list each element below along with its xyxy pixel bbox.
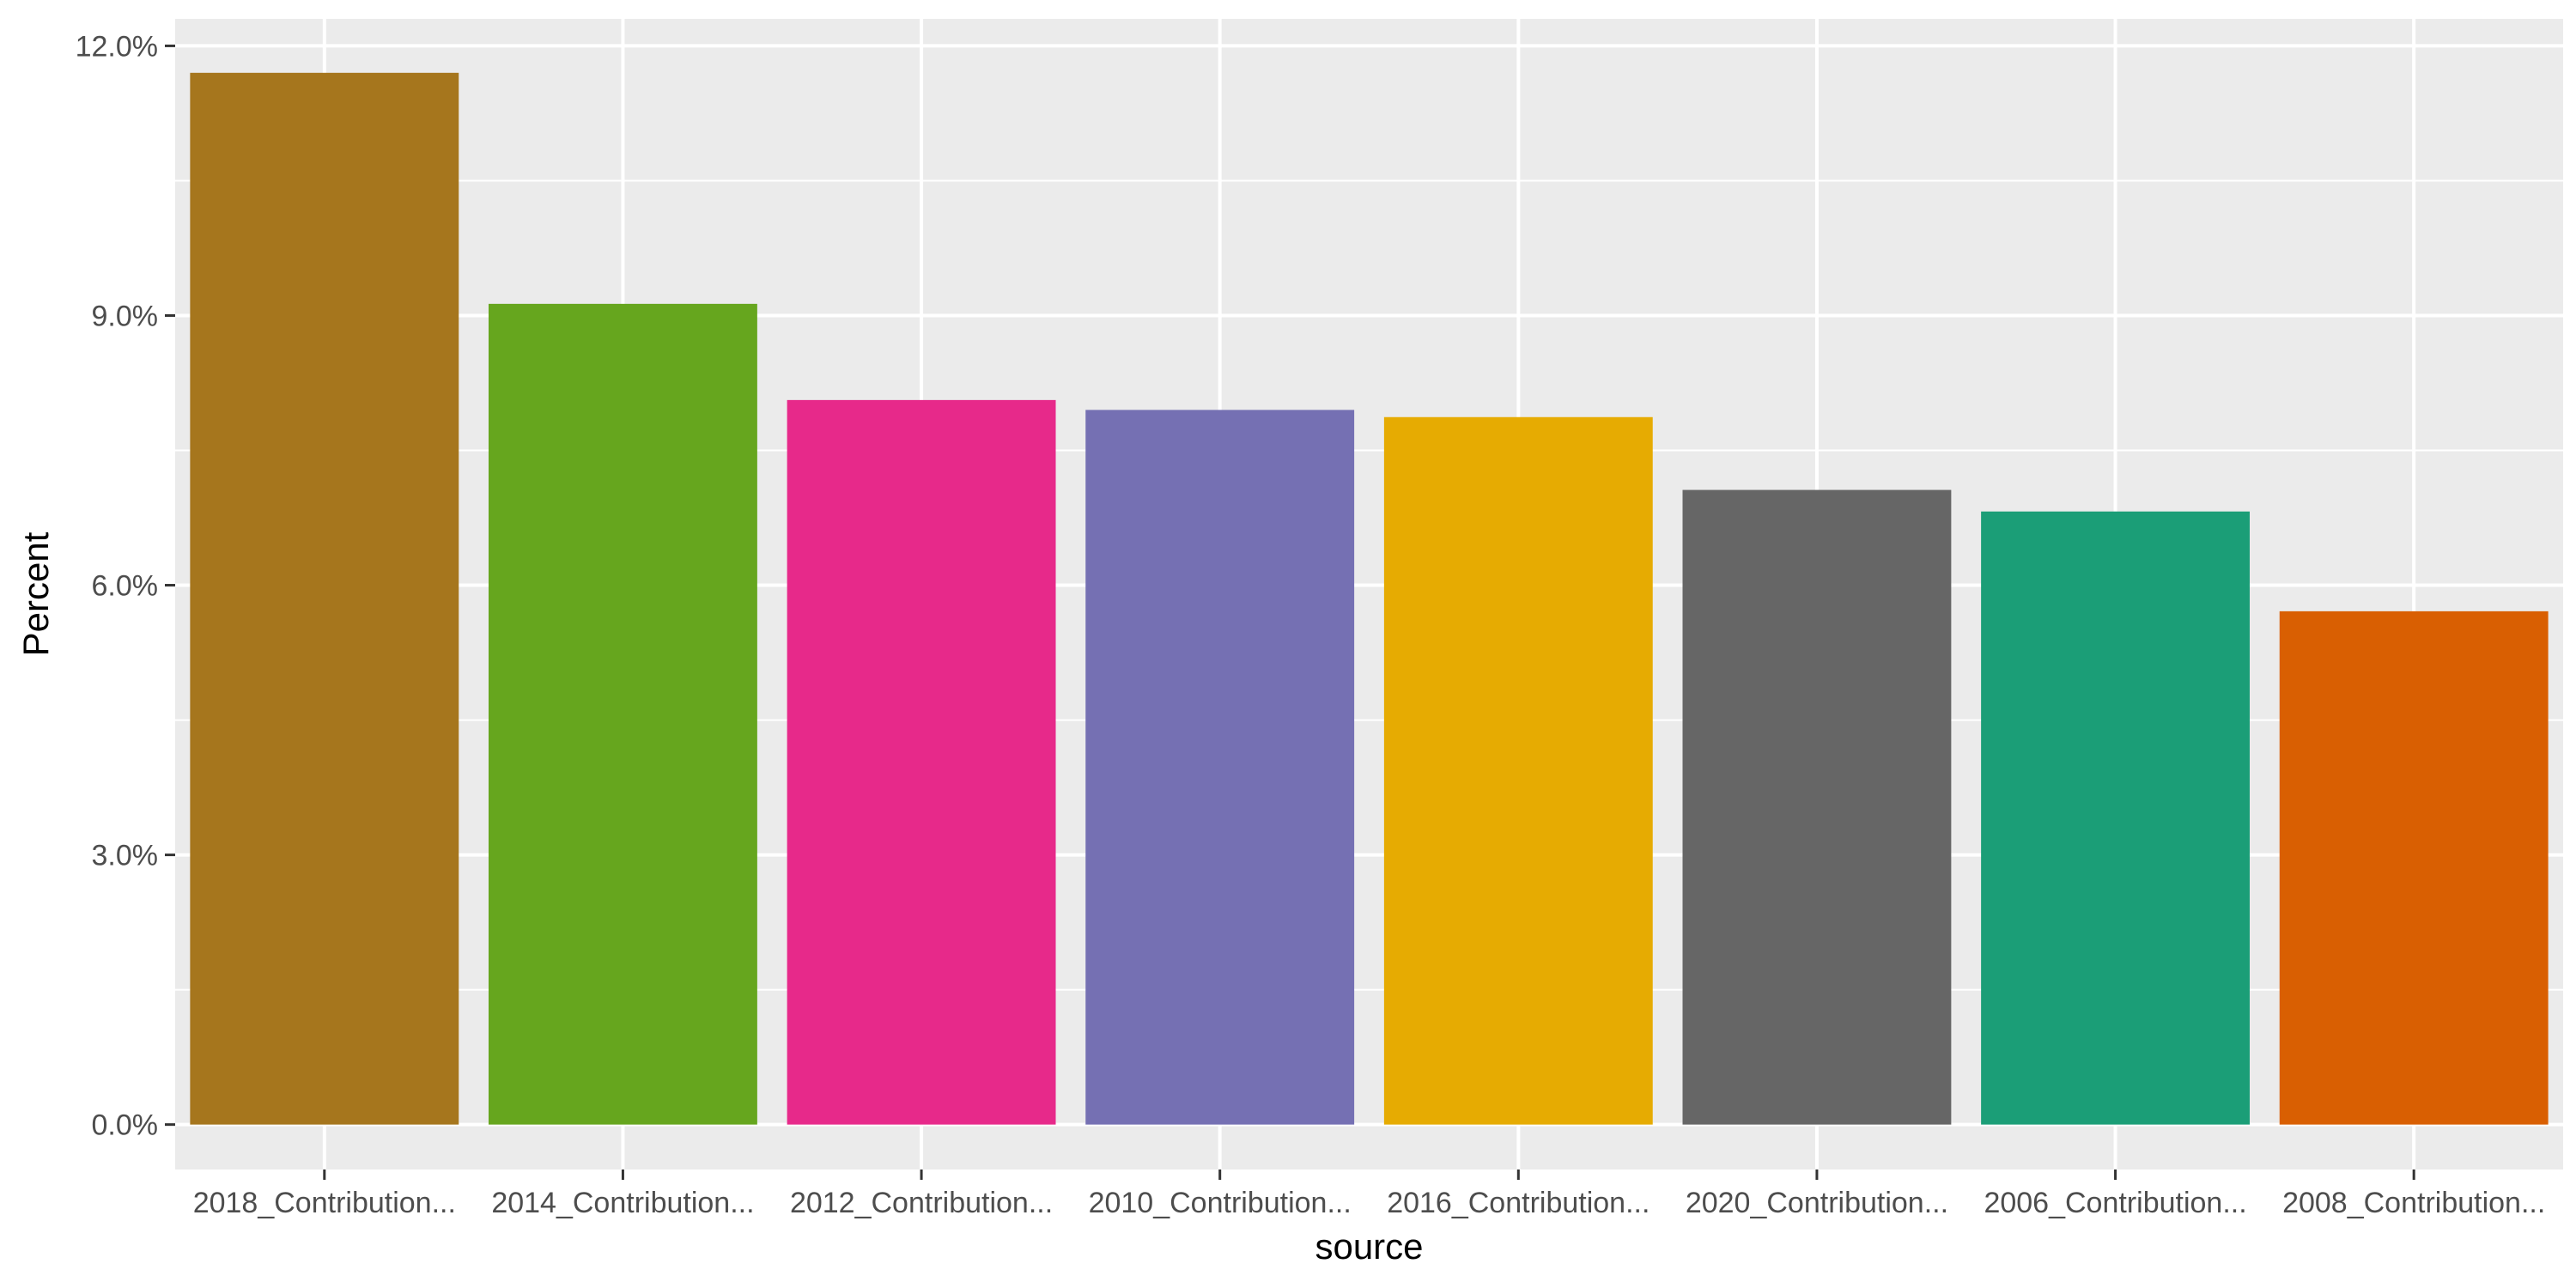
bar-2016 (1383, 416, 1653, 1125)
y-tick-label: 6.0% (92, 570, 159, 603)
bar-2014 (489, 303, 757, 1125)
bar-2010 (1085, 410, 1355, 1125)
y-tick-label: 9.0% (92, 300, 159, 332)
bar-2008 (2279, 611, 2549, 1125)
y-axis-title: Percent (15, 532, 56, 656)
x-tick-label: 2020_Contribution... (1686, 1187, 1948, 1219)
y-tick-label: 3.0% (92, 840, 159, 872)
y-tick-label: 12.0% (76, 30, 158, 63)
bar-2018 (190, 72, 459, 1125)
x-tick-label: 2014_Contribution... (491, 1187, 754, 1219)
x-tick-label: 2012_Contribution... (790, 1187, 1053, 1219)
x-axis-title: source (1315, 1226, 1423, 1267)
bar-2012 (787, 399, 1056, 1125)
y-axis: 0.0% 3.0% 6.0% 9.0% 12.0% (76, 30, 175, 1142)
x-tick-label: 2008_Contribution... (2282, 1187, 2545, 1219)
y-tick-label: 0.0% (92, 1109, 159, 1142)
x-tick-label: 2016_Contribution... (1387, 1187, 1649, 1219)
bars (190, 72, 2549, 1125)
x-tick-label: 2010_Contribution... (1089, 1187, 1352, 1219)
x-tick-label: 2006_Contribution... (1984, 1187, 2246, 1219)
x-axis: 2018_Contribution... 2014_Contribution...… (193, 1170, 2545, 1219)
x-tick-label: 2018_Contribution... (193, 1187, 456, 1219)
bar-2006 (1981, 511, 2250, 1125)
bar-2020 (1682, 489, 1952, 1125)
